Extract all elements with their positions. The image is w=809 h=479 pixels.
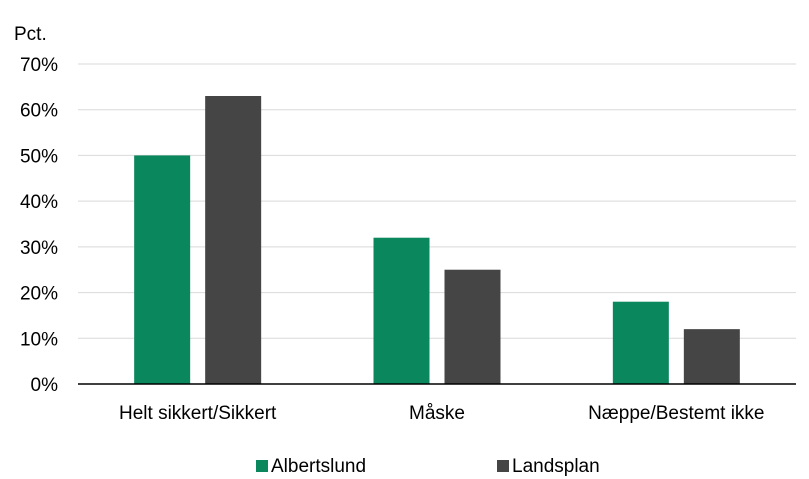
y-tick-label: 30% <box>20 238 58 259</box>
legend-label: Albertslund <box>271 456 366 477</box>
y-tick-label: 20% <box>20 284 58 305</box>
y-tick-label: 50% <box>20 146 58 167</box>
y-tick-label: 10% <box>20 329 58 350</box>
bars <box>134 96 740 384</box>
bar <box>683 329 740 384</box>
gridlines <box>78 63 796 339</box>
bar <box>373 237 430 384</box>
bar <box>205 96 262 384</box>
x-category-label: Helt sikkert/Sikkert <box>119 403 277 424</box>
y-tick-label: 40% <box>20 192 58 213</box>
y-tick-label: 60% <box>20 101 58 122</box>
legend-swatch <box>497 460 509 472</box>
y-unit-label: Pct. <box>14 24 47 45</box>
y-tick-label: 0% <box>31 375 59 396</box>
legend-swatch <box>256 460 268 472</box>
bar <box>134 155 191 384</box>
y-axis-ticks: 0% 10% 20% 30% 40% 50% 60% 70% <box>20 55 58 396</box>
y-tick-label: 70% <box>20 55 58 76</box>
bar <box>612 301 669 384</box>
bar <box>444 269 501 384</box>
x-category-label: Måske <box>409 403 465 424</box>
legend: Albertslund Landsplan <box>256 456 600 477</box>
legend-label: Landsplan <box>512 456 600 477</box>
x-axis-categories: Helt sikkert/Sikkert Måske Næppe/Bestemt i… <box>119 403 765 424</box>
x-category-label: Næppe/Bestemt ikke <box>588 403 764 424</box>
